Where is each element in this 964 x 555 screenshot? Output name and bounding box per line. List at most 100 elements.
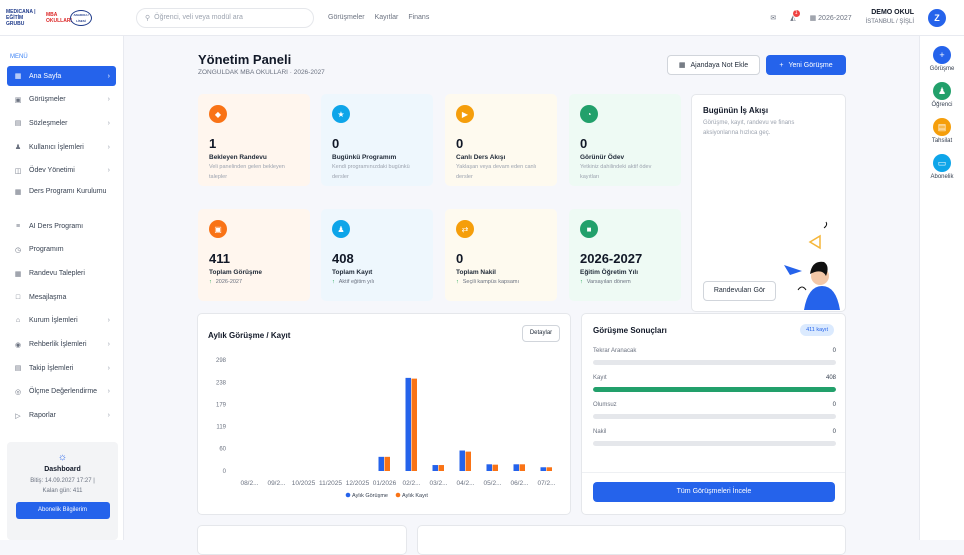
x-tick-label: 09/2...	[267, 480, 285, 487]
y-tick-label: 238	[216, 380, 227, 386]
sidebar-item-10[interactable]: ⌂ Kurum İşlemleri ›	[7, 311, 116, 331]
sidebar-item-0[interactable]: ▦ Ana Sayfa ›	[7, 66, 116, 86]
result-progress-fill	[593, 387, 836, 392]
stat-value: 0	[456, 136, 464, 151]
sidebar-item-label: AI Ders Programı	[29, 222, 84, 230]
calendar-icon: ▦	[809, 14, 817, 22]
quick-tahsilat[interactable]: ▤ Tahsilat	[920, 118, 964, 144]
sidebar-item-label: Takip İşlemleri	[29, 364, 74, 372]
result-value: 0	[832, 429, 836, 435]
calendar-check-icon: ▦	[14, 270, 22, 278]
all-meetings-button[interactable]: Tüm Görüşmeleri İncele	[593, 482, 835, 502]
school-seal-logo: ANADOLU LİSESİ	[70, 9, 92, 26]
page-subtitle: ZONGULDAK MBA OKULLARI · 2026-2027	[198, 69, 325, 76]
dashboard-box: ☼ Dashboard Bitiş: 14.09.2027 17:27 | Ka…	[7, 442, 118, 540]
quick-abonelik[interactable]: ▭ Abonelik	[920, 154, 964, 180]
nav-gorusmeler[interactable]: Görüşmeler	[328, 14, 365, 21]
sidebar-item-label: Rehberlik İşlemleri	[29, 341, 87, 349]
main-content: Yönetim Paneli ZONGULDAK MBA OKULLARI · …	[124, 36, 919, 555]
sidebar-item-7[interactable]: ◷ Programım	[7, 240, 116, 260]
sidebar-item-14[interactable]: ▷ Raporlar ›	[7, 406, 116, 426]
user-menu[interactable]: DEMO OKUL İSTANBUL / ŞİŞLİ	[866, 8, 914, 27]
subscription-button[interactable]: Abonelik Bilgilerim	[15, 502, 110, 519]
button-label: Yeni Görüşme	[788, 61, 833, 69]
stat-card[interactable]: ▣ 411 Toplam Görüşme ↑ 2026-2027	[198, 209, 310, 301]
add-agenda-note-button[interactable]: ▦ Ajandaya Not Ekle	[667, 55, 760, 75]
stat-label: Toplam Nakil	[456, 269, 496, 276]
quick-actions-bar: + Görüşme ♟ Öğrenci ▤ Tahsilat ▭ Abonelik	[919, 36, 964, 540]
quick-ogrenci[interactable]: ♟ Öğrenci	[920, 82, 964, 108]
clipboard-icon: ▤	[14, 365, 22, 373]
arrow-up-icon: ↑	[332, 279, 335, 285]
sidebar-item-9[interactable]: □ Mesajlaşma	[7, 287, 116, 307]
stat-card[interactable]: ◔ 0 Görünür Ödev Yetkiniz dahilindeki aktif…	[569, 94, 681, 186]
stat-desc-text: Aktif eğitim yılı	[338, 279, 375, 285]
bar-gorusme	[459, 450, 465, 471]
stat-value: 0	[332, 136, 340, 151]
sidebar-item-label: Mesajlaşma	[29, 293, 67, 301]
sidebar-item-8[interactable]: ▦ Randevu Talepleri	[7, 264, 116, 284]
meeting-results-panel: Görüşme Sonuçları 411 kayıt Tekrar Arana…	[581, 313, 846, 515]
y-tick-label: 298	[216, 358, 227, 364]
stat-desc: ↑ Aktif eğitim yılı	[332, 277, 422, 287]
bar-gorusme	[378, 456, 384, 471]
season-label: 2026-2027	[818, 14, 852, 22]
view-appointments-button[interactable]: Randevuları Gör	[703, 281, 776, 301]
user-name: DEMO OKUL	[871, 9, 914, 16]
bar-kayit	[438, 465, 444, 471]
sidebar-item-11[interactable]: ◉ Rehberlik İşlemleri ›	[7, 335, 116, 355]
monthly-bar-chart: 298 238 179 119 60 0 08/2... 09/2... 10/2025 11/2…	[216, 358, 556, 499]
result-value: 408	[825, 375, 836, 381]
stat-card[interactable]: ★ 0 Bugünkü Programım Kendi programınızdaki…	[321, 94, 433, 186]
card-icon: ▭	[933, 154, 951, 172]
sidebar-item-13[interactable]: ◎ Ölçme Değerlendirme ›	[7, 382, 116, 402]
avatar[interactable]: Z	[928, 8, 946, 27]
season-selector[interactable]: ▦ 2026-2027	[810, 14, 852, 22]
stat-value: 0	[456, 251, 464, 266]
stat-card[interactable]: ■ 2026-2027 Eğitim Öğretim Yılı ↑ Varsayılan…	[569, 209, 681, 301]
quick-label: Görüşme	[929, 66, 955, 72]
sidebar-item-2[interactable]: ▤ Sözleşmeler ›	[7, 113, 116, 133]
stat-card[interactable]: ▶ 0 Canlı Ders Akışı Yaklaşan veya devam ed…	[445, 94, 557, 186]
bar-gorusme	[405, 377, 411, 471]
new-meeting-button[interactable]: + Yeni Görüşme	[766, 55, 846, 75]
divider	[582, 472, 845, 473]
legend-marker	[345, 492, 351, 498]
stat-label: Eğitim Öğretim Yılı	[580, 269, 639, 276]
result-label: Nakil	[593, 429, 607, 435]
bell-icon[interactable]: ◭ 1	[790, 9, 800, 22]
details-button[interactable]: Detaylar	[522, 325, 560, 342]
brand-logos[interactable]: MEDICANA | EĞİTİM GRUBU MBA OKULLARI ANA…	[0, 9, 124, 27]
stat-desc: ↑ Seçili kampüs kapsamı	[456, 277, 546, 287]
bottom-panel-right	[417, 525, 846, 555]
dashboard-remaining: Kalan gün: 411	[42, 488, 83, 494]
sun-icon: ☼	[57, 452, 68, 463]
plus-icon: +	[779, 61, 784, 69]
sidebar-item-1[interactable]: ▣ Görüşmeler ›	[7, 90, 116, 110]
stat-label: Toplam Görüşme	[209, 269, 262, 276]
nav-finans[interactable]: Finans	[408, 14, 430, 21]
stat-card[interactable]: ♟ 408 Toplam Kayıt ↑ Aktif eğitim yılı	[321, 209, 433, 301]
sidebar-item-6[interactable]: ≡ AI Ders Programı	[7, 216, 116, 236]
top-right: ✉ ◭ 1 ▦ 2026-2027 DEMO OKUL İSTANBUL / Şİ…	[770, 8, 964, 27]
target-icon: ◎	[14, 388, 22, 396]
stat-desc: Kendi programınızdaki bugünkü dersler	[332, 164, 410, 180]
arrow-up-icon: ↑	[209, 279, 212, 285]
stat-value: 1	[209, 136, 217, 151]
stat-label: Bekleyen Randevu	[209, 154, 267, 161]
quick-gorusme[interactable]: + Görüşme	[920, 46, 964, 72]
sidebar-item-5[interactable]: ▦ Ders Programı Kurulumu	[7, 184, 116, 212]
chart-title: Aylık Görüşme / Kayıt	[208, 331, 291, 340]
nav-kayitlar[interactable]: Kayıtlar	[374, 14, 399, 21]
mail-icon[interactable]: ✉	[770, 14, 777, 22]
sidebar-item-4[interactable]: ◫ Ödev Yönetimi ›	[7, 161, 116, 181]
stat-card[interactable]: ◆ 1 Bekleyen Randevu Veli panelinden gelen …	[198, 94, 310, 186]
sidebar-item-3[interactable]: ♟ Kullanıcı İşlemleri ›	[7, 137, 116, 157]
quick-label: Tahsilat	[931, 138, 953, 144]
stat-card[interactable]: ⇄ 0 Toplam Nakil ↑ Seçili kampüs kapsamı	[445, 209, 557, 301]
search-input[interactable]: ⚲ Öğrenci, veli veya modül ara	[136, 7, 314, 28]
chevron-right-icon: ›	[107, 119, 110, 127]
chevron-right-icon: ›	[107, 341, 110, 349]
top-bar: MEDICANA | EĞİTİM GRUBU MBA OKULLARI ANA…	[0, 0, 964, 36]
sidebar-item-12[interactable]: ▤ Takip İşlemleri ›	[7, 358, 116, 378]
